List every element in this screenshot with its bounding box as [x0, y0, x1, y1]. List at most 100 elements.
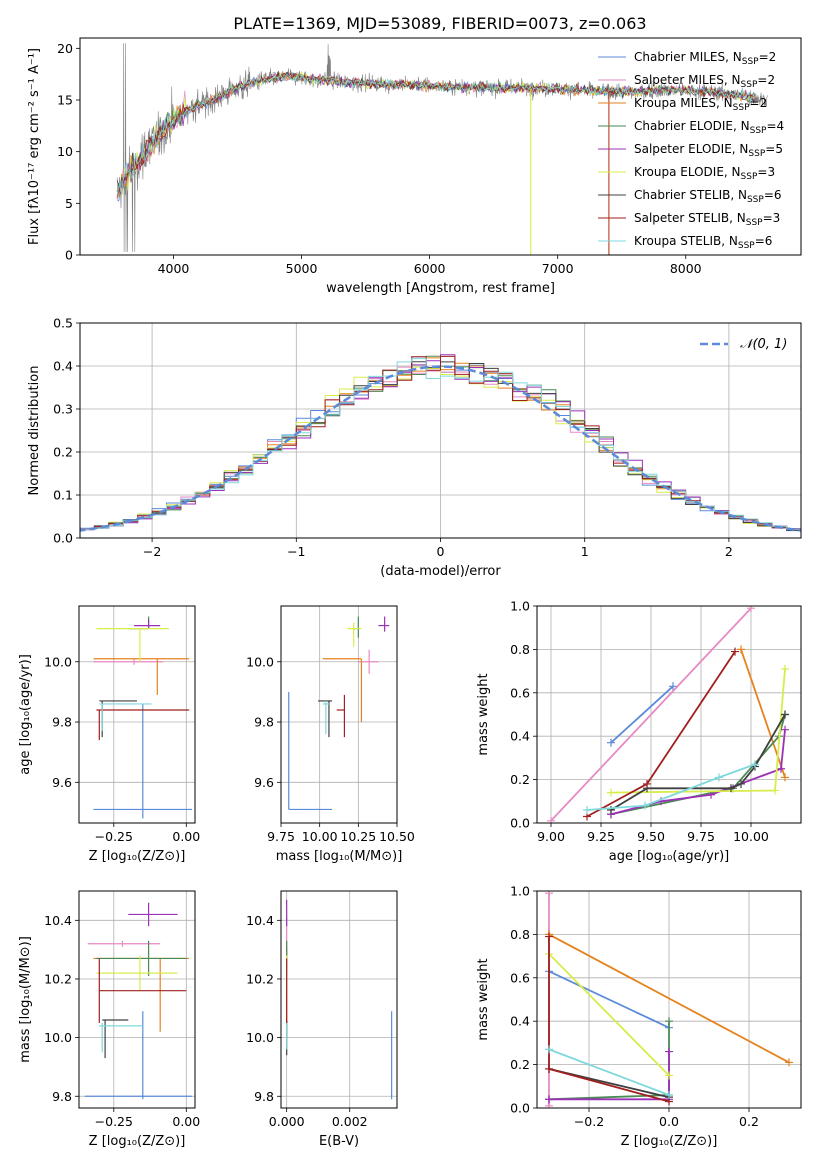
weight-marker: [781, 725, 789, 734]
legend-sub: SSP: [742, 57, 759, 67]
weight-series-kroupa_elodie: [607, 664, 789, 797]
weight-series-chabrier_miles: [607, 682, 677, 747]
x-tick-label: −0.25: [95, 829, 133, 844]
x-tick-label: 6000: [414, 261, 446, 276]
y-axis-label: mass weight: [476, 673, 491, 755]
y-axis-label: age [log₁₀(age/yr)]: [18, 654, 33, 775]
errorbar-chabrier_miles: [93, 703, 193, 819]
errorbar-salpeter_stelib: [96, 709, 190, 741]
y-tick-label: 1.0: [510, 599, 530, 614]
chart-residuals: −2 −1 0 1 2 0.0 0.1 0.2 0.3 0.4 0.5 (data-model)/er…: [27, 316, 802, 579]
x-tick-label: 4000: [158, 261, 190, 276]
y-tick-label: 0.8: [510, 927, 530, 942]
x-tick-label: 10.00: [302, 829, 338, 844]
x-tick-label: 7000: [542, 261, 574, 276]
weight-series-salpeter_elodie: [607, 725, 789, 819]
x-tick-label: 5000: [286, 261, 318, 276]
weight-marker: [781, 664, 789, 673]
y-tick-label: 10.4: [44, 913, 72, 928]
errorbar-kroupa_stelib: [99, 703, 152, 732]
y-tick-label: 0.4: [510, 729, 530, 744]
y-tick-label: 10.0: [246, 654, 274, 669]
x-axis-label: Z [log₁₀(Z/Z⊙)]: [89, 849, 186, 864]
weight-marker: [737, 779, 745, 788]
weight-marker: [727, 784, 735, 793]
x-axis-label: Z [log₁₀(Z/Z⊙)]: [621, 1134, 718, 1149]
x-tick-label: 0.00: [172, 829, 200, 844]
weight-marker: [665, 1090, 673, 1099]
weight-series-kroupa_stelib: [583, 760, 759, 814]
y-tick-label: 10: [57, 144, 73, 159]
weight-marker: [545, 891, 553, 898]
weight-marker: [715, 773, 723, 782]
legend-sub: SSP: [738, 241, 755, 251]
errorbar-kroupa_elodie: [96, 628, 169, 662]
errorbar-kroupa_elodie: [96, 955, 178, 991]
legend-entry-chabrier_miles: Chabrier MILES, NSSP=2: [634, 50, 776, 67]
y-tick-label: 10.0: [44, 654, 72, 669]
weight-line: [550, 607, 752, 822]
weight-line: [610, 729, 786, 816]
y-tick-label: 0.5: [53, 316, 73, 331]
weight-marker: [643, 779, 651, 788]
weight-line: [548, 933, 790, 1064]
legend-name: Kroupa STELIB, N: [634, 234, 738, 248]
axes-frame: [280, 890, 398, 1109]
x-tick-label: −1: [287, 544, 305, 559]
legend-sub: SSP: [747, 195, 764, 205]
y-tick-label: 0.4: [53, 359, 73, 374]
legend-sub: SSP: [741, 172, 758, 182]
y-tick-label: 0.4: [510, 1014, 530, 1029]
x-tick-label: 8000: [670, 261, 702, 276]
y-tick-label: 0.8: [510, 642, 530, 657]
errorbar-salpeter_elodie: [134, 619, 161, 629]
y-axis-label: mass weight: [476, 958, 491, 1040]
weight-marker: [545, 1064, 553, 1073]
legend-entry-kroupa_elodie: Kroupa ELODIE, NSSP=3: [634, 165, 775, 182]
weight-marker: [545, 932, 553, 941]
plot-area: [116, 43, 768, 255]
y-tick-label: 5: [65, 196, 73, 211]
errorbar-kroupa_miles: [93, 957, 190, 1032]
axes-frame: [79, 322, 802, 539]
legend-name: Chabrier STELIB, N: [634, 188, 747, 202]
legend-name: Kroupa MILES, N: [634, 96, 733, 110]
legend-label-gaussian: 𝒩(0, 1): [740, 337, 787, 352]
errorbar-chabrier_miles: [288, 691, 333, 811]
legend-suffix: =5: [765, 142, 783, 156]
y-tick-label: 9.8: [254, 1089, 274, 1104]
x-tick-label: 0.000: [269, 1114, 305, 1129]
y-tick-label: 9.6: [254, 775, 274, 790]
y-tick-label: 0: [65, 248, 73, 263]
y-tick-label: 10.2: [246, 971, 274, 986]
weight-marker: [665, 1017, 673, 1026]
y-tick-label: 9.8: [52, 715, 72, 730]
chart-mass_vs_Z: −0.25 0.00 9.8 10.0 10.2 10.4 Z [log₁₀(Z/Z⊙)] m…: [18, 890, 200, 1149]
x-tick-label: 9.50: [637, 829, 665, 844]
weight-marker: [547, 816, 555, 823]
y-tick-label: 0.1: [53, 488, 73, 503]
weight-marker: [751, 760, 759, 769]
x-tick-label: 2: [725, 544, 733, 559]
legend-name: Salpeter ELODIE, N: [634, 142, 748, 156]
y-tick-label: 9.8: [254, 715, 274, 730]
legend-sub: SSP: [733, 103, 750, 113]
x-axis-label: E(B-V): [319, 1134, 359, 1149]
weight-marker: [607, 788, 615, 797]
legend-name: Kroupa ELODIE, N: [634, 165, 741, 179]
legend-suffix: =6: [764, 188, 782, 202]
weight-marker: [641, 801, 649, 810]
x-tick-label: 9.75: [687, 829, 715, 844]
errorbar-chabrier_stelib: [318, 700, 333, 738]
axes-frame: [78, 890, 196, 1109]
x-tick-label: 0.0: [659, 1114, 679, 1129]
legend-entry-kroupa_stelib: Kroupa STELIB, NSSP=6: [634, 234, 772, 251]
model-line-chabrier_stelib: [116, 72, 757, 188]
x-tick-label: 1: [581, 544, 589, 559]
errorbar-kroupa_miles: [322, 658, 363, 723]
x-tick-label: −2: [143, 544, 161, 559]
x-tick-label: 0.002: [332, 1114, 368, 1129]
weight-line: [548, 970, 670, 1029]
legend-entry-chabrier_stelib: Chabrier STELIB, NSSP=6: [634, 188, 782, 205]
legend-suffix: =2: [759, 50, 777, 64]
